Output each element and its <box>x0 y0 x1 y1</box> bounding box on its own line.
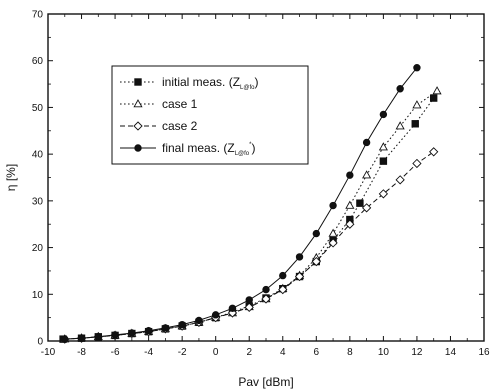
x-tick-label: 14 <box>445 347 457 358</box>
x-axis-title: Pav [dBm] <box>238 375 293 389</box>
x-tick-label: 12 <box>411 347 423 358</box>
series-1-point <box>356 199 364 207</box>
x-tick-label: -10 <box>41 347 56 358</box>
x-tick-label: 10 <box>378 347 390 358</box>
series-4-point <box>413 64 421 72</box>
series-3 <box>60 147 439 344</box>
ticks: -10 -8 -6 -4 -2 0 2 4 6 8 10 12 14 16 0 10 20 30 40 50 60 70 <box>32 10 490 359</box>
series-4-point <box>295 253 304 261</box>
legend-entry-3: case 2 <box>120 119 198 133</box>
series-4-point <box>312 229 321 238</box>
x-tick-label: 6 <box>314 347 320 358</box>
series-2-point <box>412 100 422 109</box>
y-tick-label: 60 <box>32 56 44 67</box>
legend-superscript: * <box>249 142 252 148</box>
legend-marker <box>133 99 143 108</box>
series-4-point <box>379 110 388 119</box>
series-4-point <box>94 333 103 341</box>
series-4-point <box>228 304 237 312</box>
series-4-point <box>211 311 220 319</box>
series-3-point <box>244 302 254 313</box>
series-4-point <box>245 296 253 304</box>
series-3-point <box>345 219 355 229</box>
series-4-point <box>279 271 287 280</box>
series-2-point <box>378 142 388 151</box>
series-4-point <box>362 138 371 147</box>
x-tick-label: -6 <box>111 347 120 358</box>
legend-entry-2: case 1 <box>120 97 198 111</box>
series-layer <box>59 64 442 344</box>
x-tick-label: -4 <box>144 347 153 358</box>
legend-label: initial meas. (ZL@fo) <box>162 75 258 91</box>
series-3-point <box>328 238 338 248</box>
series-4-point <box>61 335 69 343</box>
series-4 <box>61 64 421 343</box>
x-tick-label: -2 <box>178 347 187 358</box>
series-3-point <box>395 175 405 185</box>
series-4-point <box>396 85 404 93</box>
legend-marker <box>134 144 142 152</box>
y-tick-label: 30 <box>32 196 44 207</box>
series-2-point <box>395 121 405 130</box>
y-axis-title: η [%] <box>4 164 18 191</box>
legend-marker <box>133 121 143 131</box>
series-3-point <box>261 294 271 304</box>
series-4-point <box>161 324 170 332</box>
series-4-point <box>346 171 354 179</box>
x-tick-label: 4 <box>280 347 286 358</box>
legend-entry-4: final meas. (ZL@fo*) <box>120 141 255 157</box>
x-tick-label: 8 <box>347 347 353 358</box>
series-4-point <box>111 331 119 339</box>
series-3-point <box>361 203 372 213</box>
legend-suffix: ) <box>254 75 258 89</box>
legend-label: final meas. (ZL@fo*) <box>162 141 255 157</box>
series-4-point <box>262 285 270 294</box>
y-tick-label: 20 <box>32 243 44 254</box>
series-4-point <box>195 316 203 325</box>
series-4-point <box>77 334 86 342</box>
series-2-point <box>345 200 355 209</box>
y-tick-label: 40 <box>32 150 44 161</box>
x-tick-label: 2 <box>246 347 252 358</box>
y-tick-label: 70 <box>32 10 44 21</box>
series-4-point <box>144 327 153 335</box>
series-1-point <box>411 120 419 128</box>
series-2-point <box>362 170 372 179</box>
y-tick-label: 10 <box>32 290 44 301</box>
x-tick-label: -8 <box>77 347 86 358</box>
series-3-point <box>294 271 305 282</box>
series-3-point <box>278 284 288 295</box>
legend-entry-1: initial meas. (ZL@fo) <box>120 75 258 91</box>
series-2-point <box>328 228 338 237</box>
x-tick-label: 16 <box>478 347 490 358</box>
series-4-point <box>329 201 337 210</box>
legend-subscript: L@fo <box>235 151 250 157</box>
series-2-point <box>432 86 442 95</box>
series-3-point <box>412 158 422 169</box>
series-1-point <box>429 94 438 102</box>
y-tick-label: 0 <box>37 337 43 348</box>
legend-suffix: ) <box>251 141 255 155</box>
legend-label: case 1 <box>162 97 198 111</box>
series-1-point <box>379 157 388 165</box>
series-4-point <box>128 329 136 337</box>
series-3-point <box>429 147 439 157</box>
legend-label: case 2 <box>162 119 198 133</box>
series-3-point <box>378 189 389 199</box>
series-4-point <box>178 320 186 329</box>
x-tick-label: 0 <box>213 347 219 358</box>
series-3-point <box>311 256 321 267</box>
legend-marker <box>134 78 142 86</box>
series-4-line <box>64 67 418 340</box>
legend-subscript: L@fo <box>240 85 255 91</box>
y-tick-label: 50 <box>32 103 44 114</box>
